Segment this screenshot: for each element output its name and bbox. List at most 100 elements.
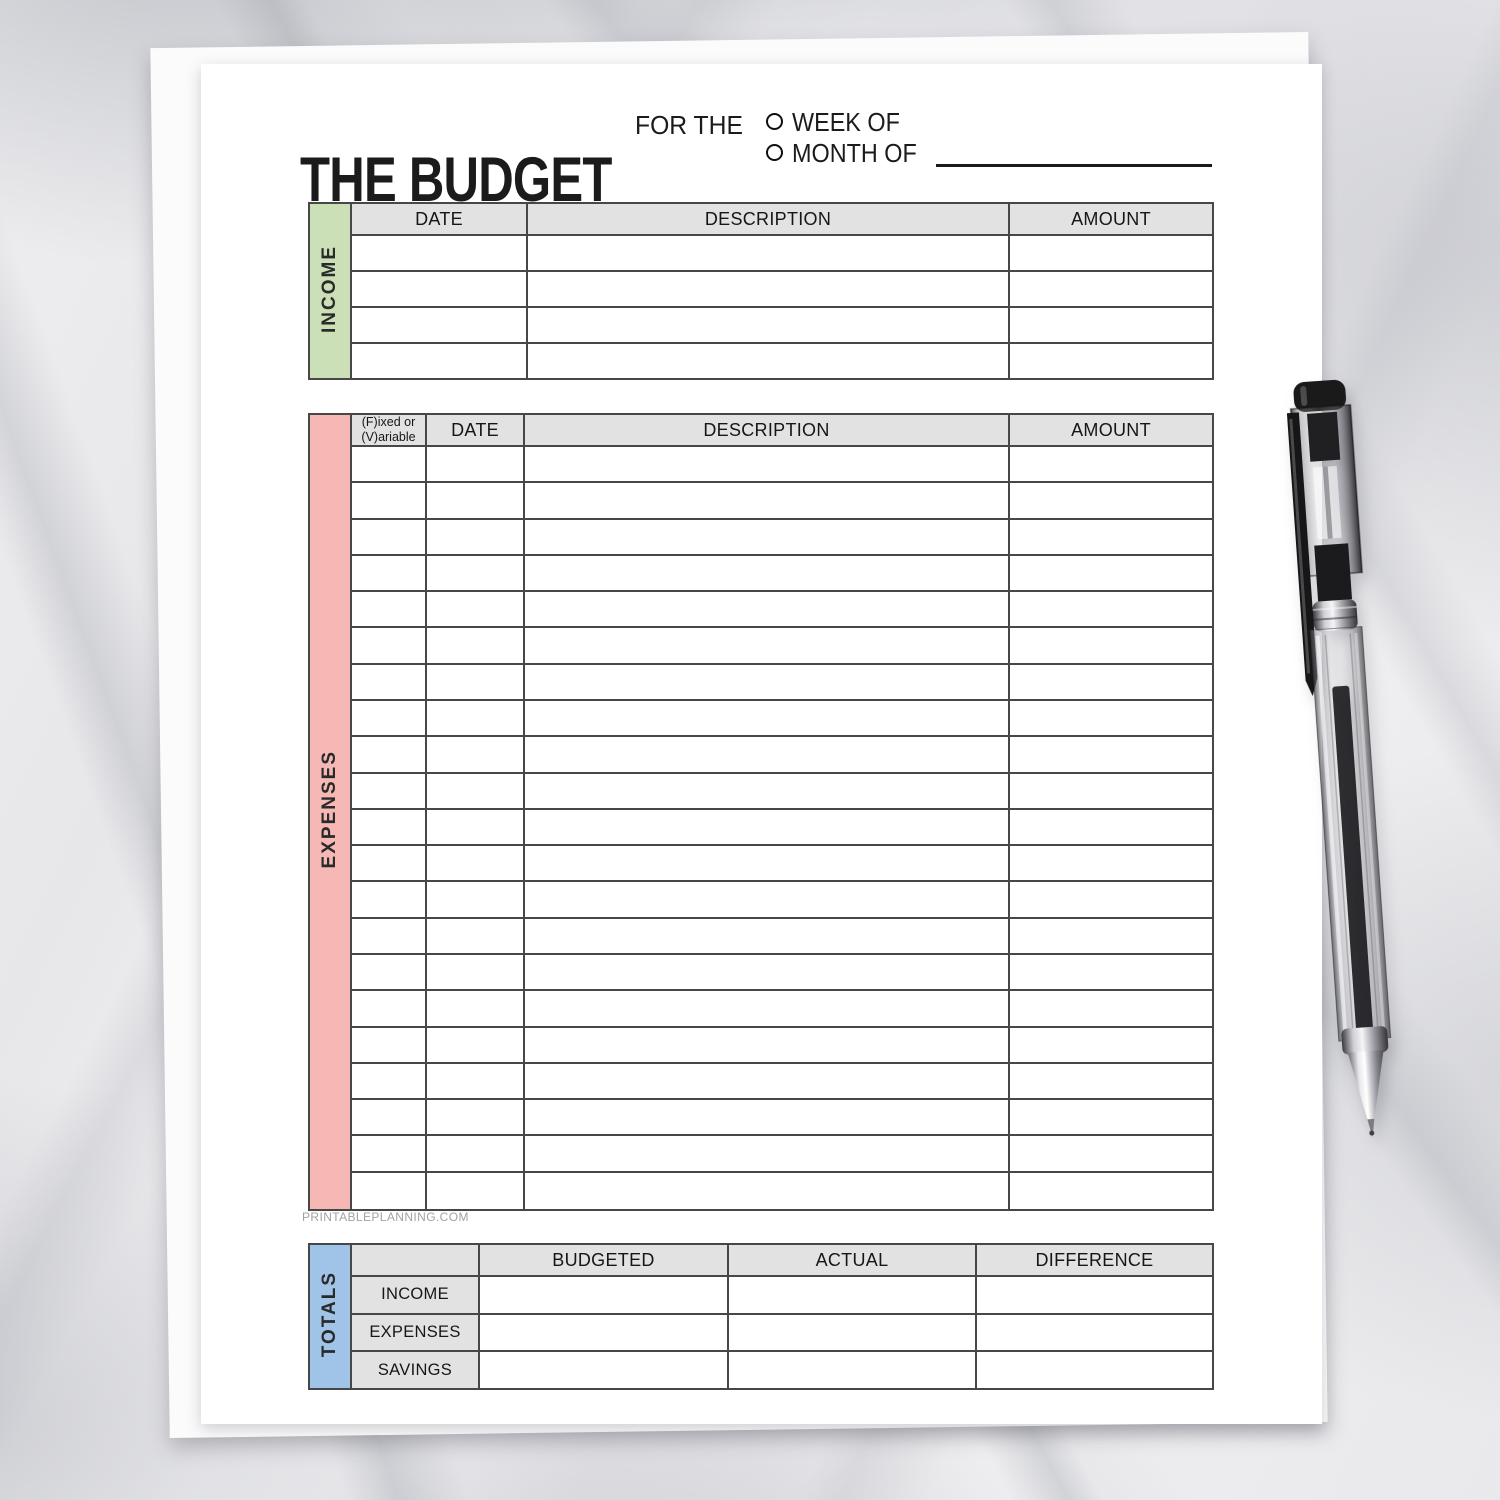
income-col-amount: AMOUNT — [1008, 202, 1214, 236]
empty-cell — [1008, 553, 1214, 593]
empty-cell — [523, 481, 1010, 520]
empty-row — [309, 1025, 1214, 1064]
empty-cell — [425, 880, 525, 919]
period-option-label: WEEK OF — [792, 106, 900, 137]
empty-row — [309, 662, 1214, 701]
empty-cell — [425, 771, 525, 810]
empty-cell — [523, 989, 1010, 1028]
empty-cell — [425, 989, 525, 1028]
empty-row — [309, 517, 1214, 556]
empty-cell — [1008, 662, 1214, 701]
expenses-table: EXPENSES (F)ixed or (V)ariable DATE DESC… — [308, 413, 1214, 1212]
empty-cell — [523, 1098, 1010, 1137]
empty-cell — [523, 590, 1010, 629]
income-col-date: DATE — [350, 202, 528, 236]
empty-row — [309, 807, 1214, 847]
empty-cell — [1008, 517, 1214, 556]
income-table: INCOME DATE DESCRIPTION AMOUNT — [308, 202, 1214, 380]
income-section-bar: INCOME — [308, 202, 352, 380]
income-section-label: INCOME — [319, 244, 340, 333]
empty-row — [309, 553, 1214, 593]
page-subtitle: FOR THE — [635, 110, 743, 140]
empty-cell — [425, 481, 525, 520]
empty-cell — [350, 517, 427, 556]
empty-cell — [425, 1170, 525, 1212]
empty-cell — [350, 698, 427, 738]
empty-row — [309, 306, 1214, 344]
empty-cell — [350, 1170, 427, 1212]
empty-cell — [350, 1025, 427, 1064]
empty-cell — [425, 844, 525, 883]
empty-cell — [350, 590, 427, 629]
empty-cell — [526, 306, 1010, 344]
empty-cell — [1008, 1134, 1214, 1173]
empty-cell — [523, 916, 1010, 955]
empty-cell — [425, 1061, 525, 1101]
totals-row: SAVINGS — [309, 1350, 1214, 1390]
empty-row — [309, 1170, 1214, 1212]
totals-section-bar: TOTALS — [308, 1243, 352, 1390]
empty-cell — [350, 952, 427, 992]
empty-cell — [350, 342, 528, 380]
empty-cell — [1008, 590, 1214, 629]
period-option-week: WEEK OF — [766, 106, 931, 137]
empty-cell — [1008, 989, 1214, 1028]
empty-cell — [350, 270, 528, 308]
empty-row — [309, 590, 1214, 629]
empty-cell — [1008, 306, 1214, 344]
empty-cell — [350, 234, 528, 272]
empty-row — [309, 270, 1214, 308]
empty-row — [309, 444, 1214, 484]
income-header-row: INCOME DATE DESCRIPTION AMOUNT — [308, 202, 1214, 380]
empty-cell — [425, 553, 525, 593]
empty-row — [309, 234, 1214, 272]
empty-cell — [350, 444, 427, 484]
empty-cell — [523, 952, 1010, 992]
empty-cell — [350, 626, 427, 665]
totals-row-label: SAVINGS — [350, 1350, 480, 1390]
expenses-col-fixed-variable: (F)ixed or (V)ariable — [350, 413, 427, 447]
fixed-variable-line1: (F)ixed or — [361, 415, 416, 430]
empty-cell — [350, 1061, 427, 1101]
empty-row — [309, 481, 1214, 520]
empty-row — [309, 989, 1214, 1028]
empty-cell — [350, 481, 427, 520]
empty-cell — [1008, 1098, 1214, 1137]
radio-circle-icon[interactable] — [766, 113, 783, 130]
empty-cell — [523, 553, 1010, 593]
totals-section-label: TOTALS — [319, 1270, 340, 1358]
radio-circle-icon[interactable] — [766, 144, 783, 161]
totals-col-budgeted: BUDGETED — [478, 1243, 729, 1277]
empty-cell — [975, 1275, 1214, 1315]
totals-corner-cell — [350, 1243, 480, 1277]
expenses-col-amount: AMOUNT — [1008, 413, 1214, 447]
empty-cell — [523, 807, 1010, 847]
empty-cell — [425, 916, 525, 955]
empty-row — [309, 1061, 1214, 1101]
empty-cell — [1008, 952, 1214, 992]
totals-row-label: EXPENSES — [350, 1312, 480, 1353]
empty-row — [309, 735, 1214, 774]
empty-row — [309, 698, 1214, 738]
empty-cell — [350, 880, 427, 919]
empty-cell — [350, 306, 528, 344]
empty-cell — [523, 517, 1010, 556]
empty-cell — [975, 1350, 1214, 1390]
empty-cell — [350, 807, 427, 847]
empty-cell — [1008, 444, 1214, 484]
empty-row — [309, 880, 1214, 919]
empty-cell — [1008, 698, 1214, 738]
empty-cell — [1008, 1170, 1214, 1212]
totals-col-difference: DIFFERENCE — [975, 1243, 1214, 1277]
empty-cell — [523, 844, 1010, 883]
totals-row-label: INCOME — [350, 1275, 480, 1315]
empty-row — [309, 952, 1214, 992]
empty-cell — [523, 1170, 1010, 1212]
empty-cell — [478, 1275, 729, 1315]
empty-cell — [975, 1312, 1214, 1353]
empty-cell — [350, 1098, 427, 1137]
fixed-variable-line2: (V)ariable — [361, 430, 416, 444]
empty-cell — [350, 771, 427, 810]
empty-cell — [425, 698, 525, 738]
